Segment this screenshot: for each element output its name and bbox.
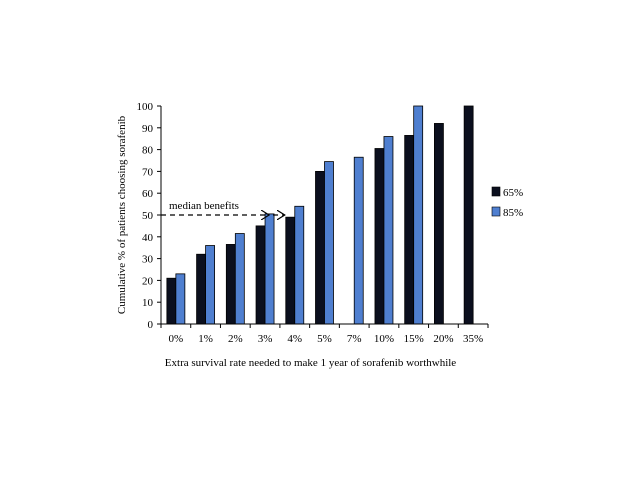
bar-85pct-0pct [175, 273, 186, 325]
y-tick-label: 60 [142, 188, 154, 200]
y-tick-label: 90 [142, 123, 154, 135]
bar-85pct-2pct [234, 233, 245, 325]
bar-85pct-10pct [383, 136, 394, 325]
x-tick-label: 35% [463, 333, 483, 345]
x-axis-ticks: 0% 1% 2% 3% 4% 5% 7% 10% 15% 20% 35% [160, 324, 489, 345]
bar-65pct-4pct [285, 216, 296, 325]
bar-85pct-1pct [205, 245, 215, 325]
median-annotation: median benefits [161, 200, 285, 215]
y-tick-label: 100 [137, 101, 154, 113]
x-tick-label: 0% [169, 333, 184, 345]
bar-85pct-7pct [353, 156, 364, 325]
x-tick-label: 3% [258, 333, 273, 345]
bar-65pct-5pct [315, 170, 325, 325]
y-tick-label: 20 [142, 275, 154, 287]
bar-65pct-3pct [255, 225, 266, 325]
legend-label: 65% [503, 187, 523, 199]
plot-area: 0 10 20 30 40 50 60 70 80 90 100 0% 1% 2% 3% 4% 5% 7% 10%… [137, 101, 489, 345]
legend-label: 85% [503, 207, 523, 219]
bar-65pct-15pct [404, 135, 415, 325]
bar-65pct-2pct [225, 244, 236, 325]
y-tick-label: 40 [142, 232, 154, 244]
y-tick-label: 30 [142, 254, 154, 266]
y-tick-label: 70 [142, 166, 154, 178]
bar-85pct-3pct [264, 213, 275, 325]
legend: 65% 85% [491, 186, 523, 219]
bar-85pct-5pct [324, 161, 334, 325]
x-tick-label: 10% [374, 333, 394, 345]
x-tick-label: 4% [287, 333, 302, 345]
bar-65pct-35pct [463, 105, 474, 325]
legend-swatch [491, 186, 501, 197]
bar-65pct-10pct [374, 148, 385, 325]
x-tick-label: 7% [347, 333, 362, 345]
bar-65pct-20pct [434, 123, 444, 325]
x-tick-label: 15% [404, 333, 424, 345]
bar-65pct-0pct [166, 277, 177, 325]
bar-85pct-15pct [413, 105, 424, 325]
y-tick-label: 10 [142, 297, 154, 309]
legend-swatch [491, 206, 501, 217]
bar-65pct-1pct [196, 253, 206, 325]
x-tick-label: 5% [317, 333, 332, 345]
x-tick-label: 1% [198, 333, 213, 345]
y-tick-label: 80 [142, 145, 154, 157]
y-axis-label: Cumulative % of patients choosing sorafe… [116, 115, 128, 314]
y-axis-ticks: 0 10 20 30 40 50 60 70 80 90 100 [137, 101, 161, 331]
y-tick-label: 0 [148, 319, 154, 331]
x-axis-label: Extra survival rate needed to make 1 yea… [165, 357, 457, 369]
annotation-label: median benefits [169, 200, 239, 212]
bars [166, 105, 474, 325]
y-tick-label: 50 [142, 210, 154, 222]
x-tick-label: 2% [228, 333, 243, 345]
x-tick-label: 20% [433, 333, 453, 345]
bar-85pct-4pct [294, 205, 305, 325]
